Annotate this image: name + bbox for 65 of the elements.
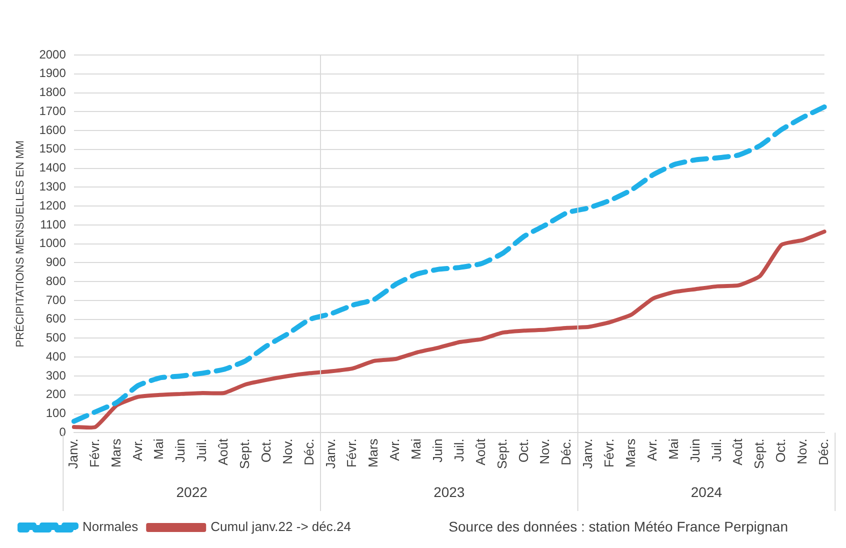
- y-tick-label: 500: [46, 330, 66, 345]
- y-tick-label: 1200: [39, 198, 66, 212]
- y-tick-label: 900: [46, 255, 66, 270]
- x-tick-label: Oct.: [258, 438, 274, 462]
- y-tick-label: 1100: [40, 217, 66, 232]
- y-tick-label: 1000: [39, 236, 66, 250]
- x-tick-label: Août: [216, 438, 231, 466]
- x-tick-label: Sept.: [752, 438, 767, 470]
- x-tick-label: Déc.: [558, 438, 574, 466]
- y-tick-label: 1600: [39, 122, 66, 137]
- legend-label: Normales: [82, 519, 139, 534]
- x-tick-label: Sept.: [237, 438, 252, 470]
- x-tick-label: Juin: [172, 438, 188, 463]
- x-tick-label: Nov.: [537, 438, 552, 464]
- y-axis-title: PRÉCIPITATIONS MENSUELLES EN MM: [14, 140, 27, 348]
- x-tick-label: Févr.: [344, 438, 360, 468]
- legend-label: Cumul janv.22 -> déc.24: [210, 519, 351, 534]
- x-tick-label: Mars: [366, 438, 381, 468]
- text: 2023: [434, 484, 465, 500]
- x-tick-label: Déc.: [816, 438, 831, 466]
- y-tick-label: 1700: [39, 104, 66, 118]
- y-tick-label: 1800: [39, 85, 66, 100]
- y-tick-label: 800: [46, 274, 66, 288]
- x-tick-label: Août: [472, 438, 488, 466]
- x-tick-label: Mai: [666, 438, 681, 460]
- x-tick-label: Janv.: [322, 438, 338, 469]
- x-tick-label: Nov.: [794, 438, 810, 464]
- line-series: [72, 230, 826, 430]
- x-tick-label: Avr.: [644, 438, 660, 461]
- x-tick-label: Avr.: [130, 438, 145, 461]
- source-note: Source des données : station Météo France Perpignan: [448, 518, 788, 534]
- x-tick-label: Sept.: [494, 438, 510, 470]
- x-tick-label: Févr.: [86, 438, 102, 468]
- y-tick-label: 300: [46, 368, 66, 382]
- y-tick-label: 2000: [39, 47, 66, 62]
- text: 2022: [176, 484, 208, 500]
- x-tick-label: Avr.: [387, 438, 402, 461]
- y-tick-label: 400: [46, 349, 66, 364]
- y-tick-label: 100: [46, 406, 66, 420]
- x-tick-label: Juin: [430, 438, 446, 463]
- y-tick-label: 0: [59, 424, 66, 439]
- y-tick-label: 700: [46, 292, 66, 307]
- x-tick-label: Août: [730, 438, 746, 466]
- x-tick-label: Nov.: [280, 438, 295, 464]
- x-tick-label: Févr.: [602, 438, 617, 468]
- x-tick-label: Juil.: [451, 438, 466, 462]
- y-tick-label: 1400: [39, 160, 66, 175]
- x-tick-label: Oct.: [516, 438, 531, 462]
- text: 2024: [690, 484, 722, 500]
- y-tick-label: 1900: [39, 66, 66, 80]
- x-tick-label: Juil.: [194, 438, 210, 462]
- x-tick-label: Oct.: [773, 438, 788, 462]
- x-tick-label: Mai: [408, 438, 424, 460]
- y-tick-label: 600: [46, 312, 66, 326]
- x-tick-label: Janv.: [65, 438, 80, 469]
- y-tick-label: 1300: [39, 179, 66, 194]
- y-tick-label: 200: [46, 387, 66, 402]
- y-tick-label: 1500: [39, 142, 66, 156]
- x-tick-label: Juil.: [708, 438, 724, 462]
- x-tick-label: Déc.: [301, 438, 316, 466]
- x-tick-label: Mai: [151, 438, 166, 460]
- x-tick-label: Janv.: [580, 438, 596, 469]
- x-tick-label: Juin: [687, 438, 702, 463]
- x-tick-label: Mars: [108, 438, 124, 468]
- x-tick-label: Mars: [622, 438, 638, 468]
